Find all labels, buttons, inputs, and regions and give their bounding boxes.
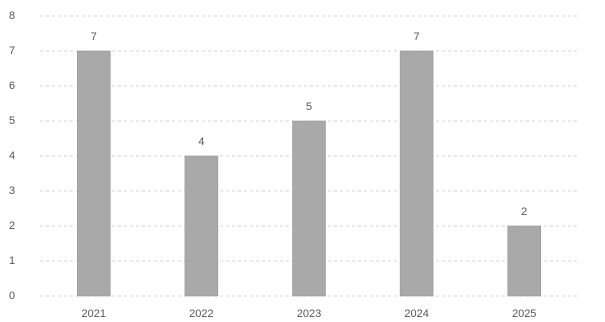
y-tick-label: 3 xyxy=(9,185,15,197)
data-label: 2 xyxy=(521,206,527,218)
y-tick-label: 5 xyxy=(9,115,15,127)
y-tick-label: 6 xyxy=(9,80,15,92)
y-tick-label: 8 xyxy=(9,10,15,22)
data-label: 4 xyxy=(198,136,204,148)
y-tick-label: 1 xyxy=(9,255,15,267)
bar xyxy=(184,155,219,297)
data-label: 7 xyxy=(91,31,97,43)
bar xyxy=(77,50,111,297)
x-tick-label: 2023 xyxy=(297,308,321,320)
data-label: 5 xyxy=(306,101,312,113)
bar xyxy=(399,50,434,297)
y-tick-label: 4 xyxy=(9,150,15,162)
y-tick-label: 0 xyxy=(9,290,15,302)
x-tick-label: 2024 xyxy=(404,308,428,320)
data-label: 7 xyxy=(414,31,420,43)
x-tick-label: 2021 xyxy=(82,308,106,320)
x-tick-label: 2025 xyxy=(512,308,536,320)
bar xyxy=(292,120,326,297)
y-tick-label: 7 xyxy=(9,45,15,57)
y-tick-label: 2 xyxy=(9,220,15,232)
bar xyxy=(507,225,541,297)
x-tick-label: 2022 xyxy=(189,308,213,320)
